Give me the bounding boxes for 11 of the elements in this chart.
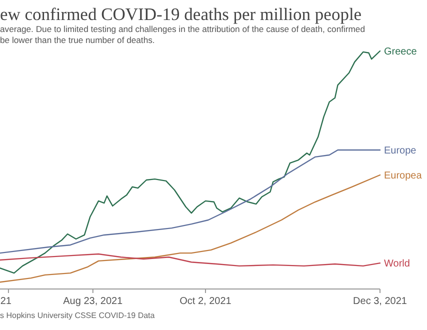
x-tick-label: Oct 2, 2021	[180, 296, 232, 307]
chart-subtitle: average. Due to limited testing and challenges in the attribution of the cause of death, confirmed be lower than the true number of deaths.	[0, 24, 366, 45]
x-tick-label: Dec 3, 2021	[353, 296, 408, 307]
series-label: Greece	[384, 46, 418, 58]
series-label: World	[384, 258, 410, 270]
chart-title: ew confirmed COVID-19 deaths per million people	[0, 4, 362, 24]
text: s Hopkins University CSSE COVID-19 Data	[0, 311, 156, 320]
series-label: Europea	[384, 170, 422, 182]
series-label: Europe	[384, 146, 417, 157]
x-tick-label: 21	[0, 296, 12, 307]
x-tick-label: Aug 23, 2021	[63, 296, 124, 307]
